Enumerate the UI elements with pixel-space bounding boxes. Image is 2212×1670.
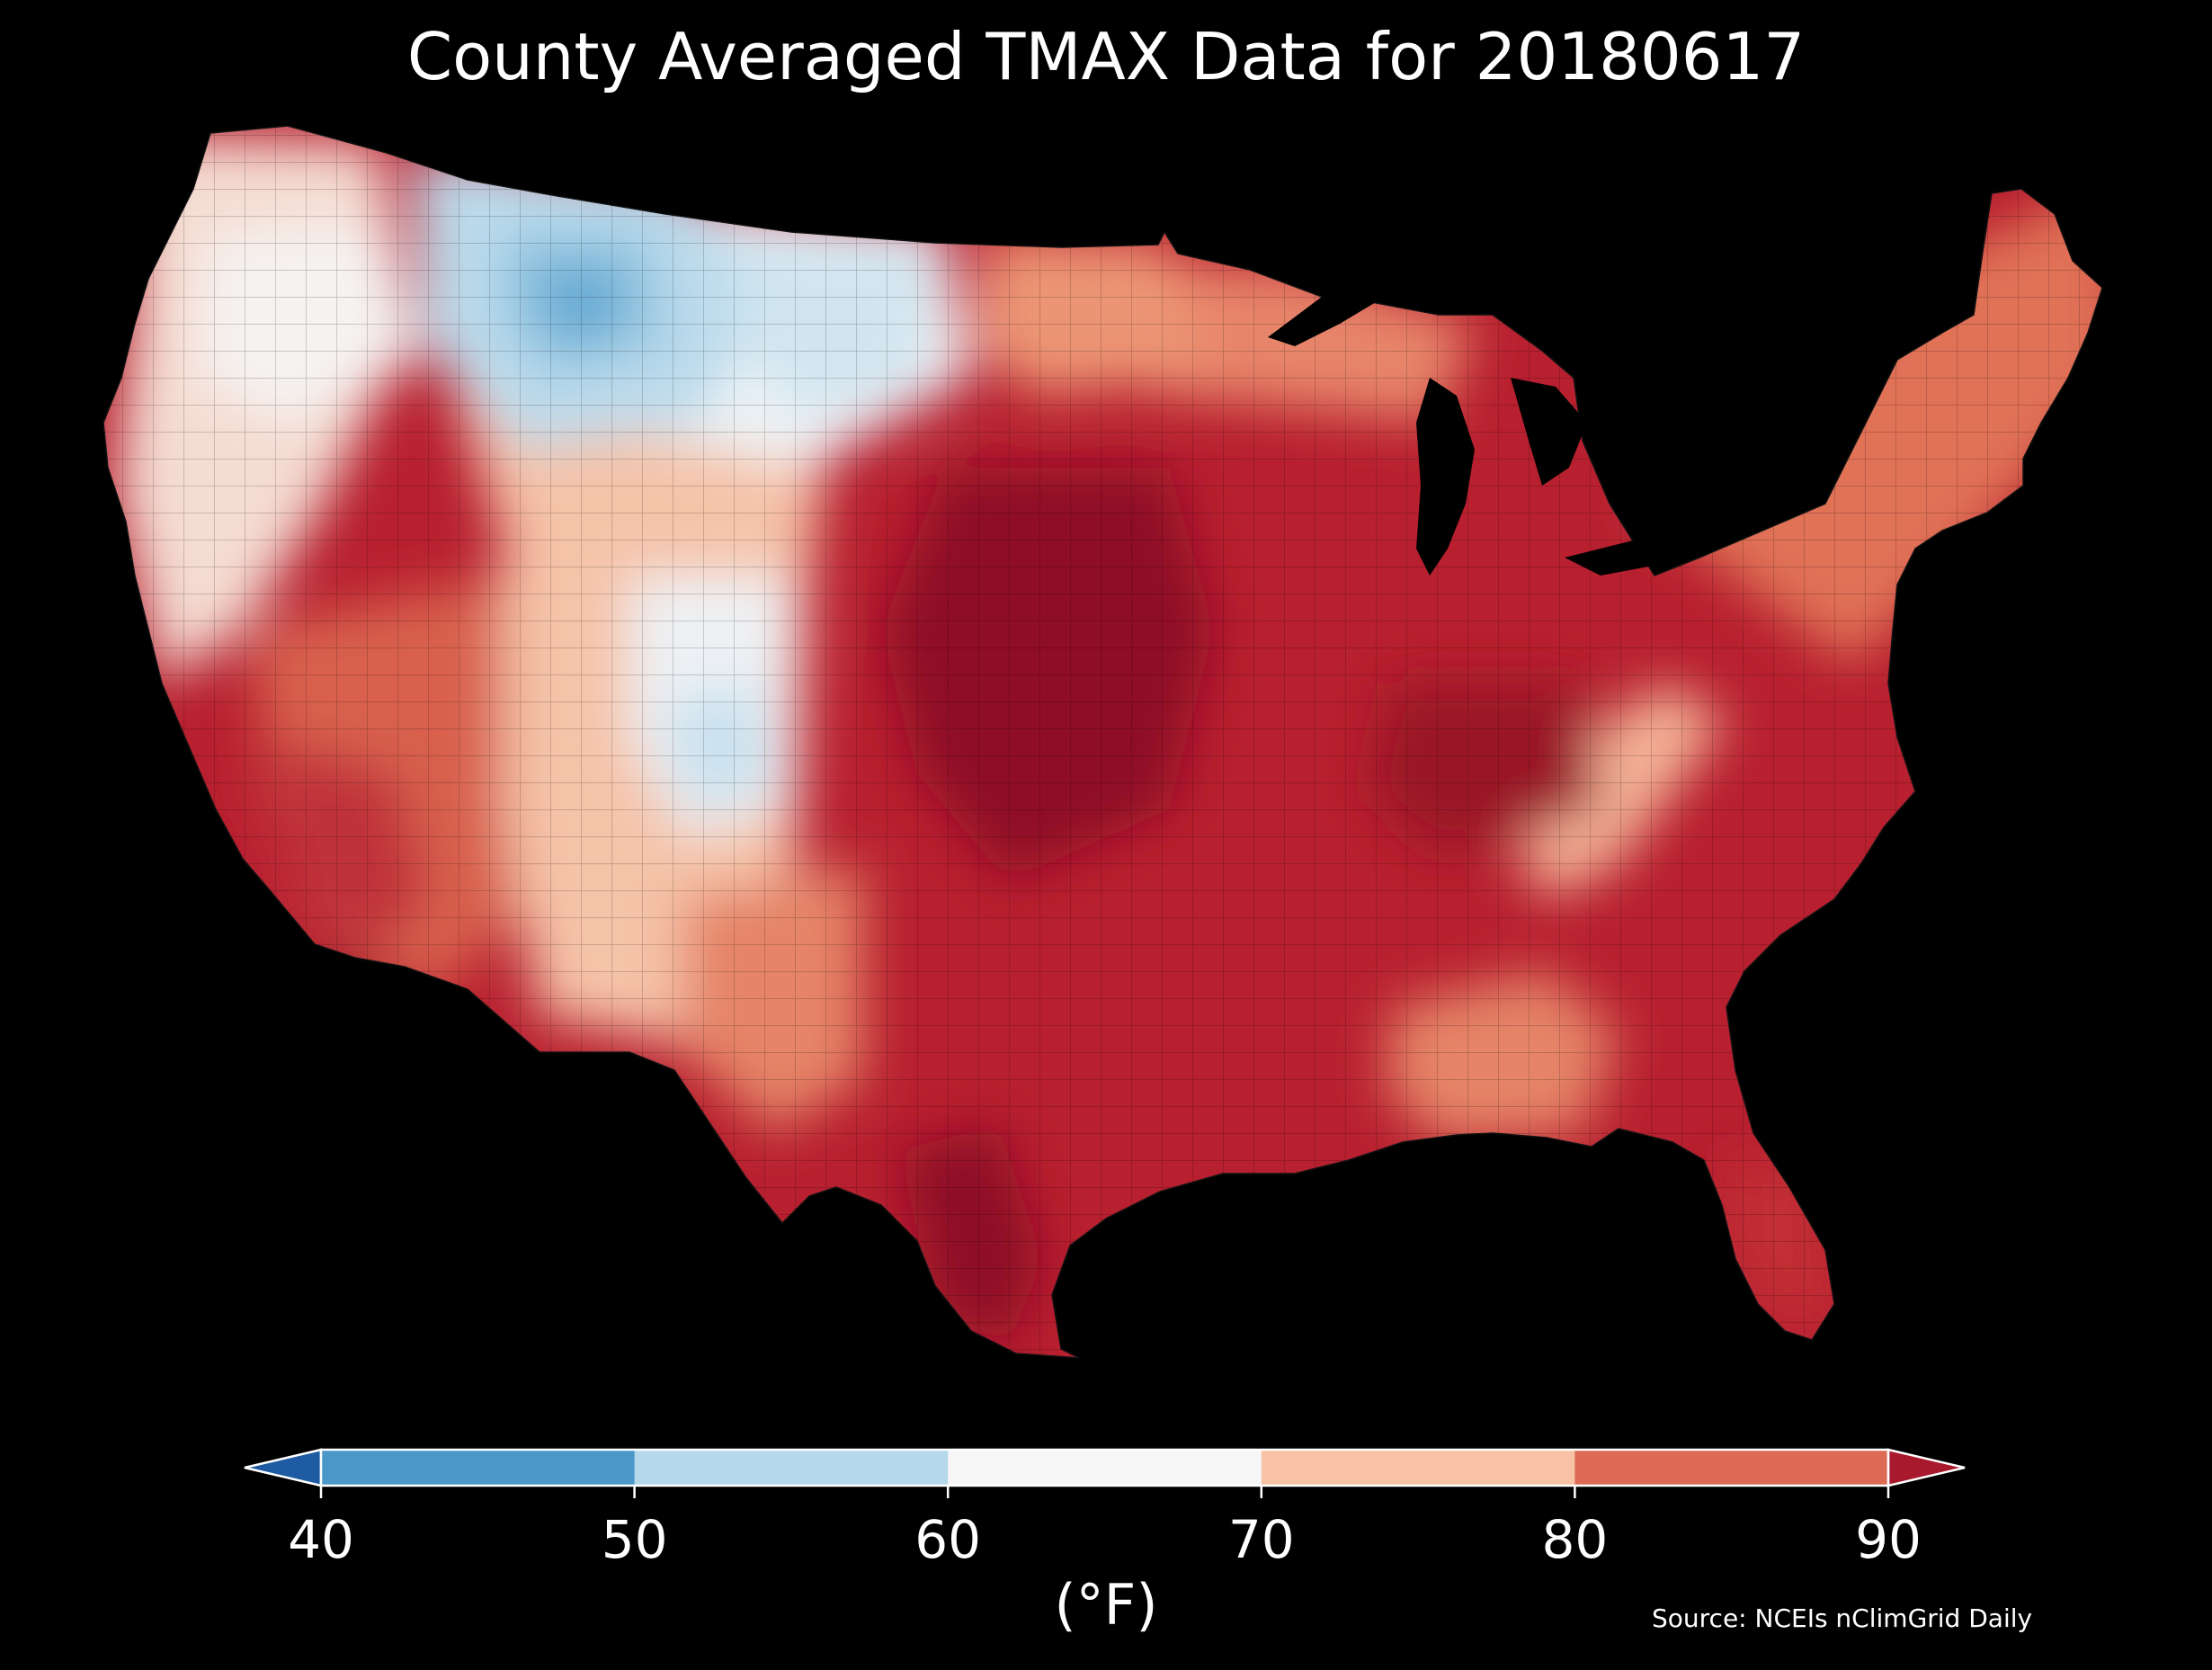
source-credit: Source: NCEIs nClimGrid Daily — [1652, 1603, 2033, 1633]
colorbar-tick-label: 70 — [1227, 1509, 1295, 1570]
colorbar-tick-label: 50 — [601, 1509, 668, 1570]
colorbar-tick-label: 40 — [288, 1509, 354, 1570]
colorbar-outline — [319, 1448, 1890, 1487]
colorbar-extend-low — [244, 1448, 323, 1487]
colorbar-extend-high — [1886, 1448, 1966, 1487]
colorbar-tick-label: 60 — [914, 1509, 982, 1570]
great-lakes — [1268, 279, 1789, 576]
colorbar-bin — [948, 1450, 1262, 1486]
colorbar-unit-label: (°F) — [1054, 1572, 1158, 1638]
colorbar-tick-label: 90 — [1855, 1509, 1922, 1570]
colorbar-bin — [321, 1450, 636, 1486]
map-title: County Averaged TMAX Data for 20180617 — [406, 19, 1806, 94]
colorbar-bin — [634, 1450, 949, 1486]
colorbar-bin — [1261, 1450, 1575, 1486]
colorbar-bin — [1574, 1450, 1889, 1486]
colorbar-tick-label: 80 — [1541, 1509, 1609, 1570]
